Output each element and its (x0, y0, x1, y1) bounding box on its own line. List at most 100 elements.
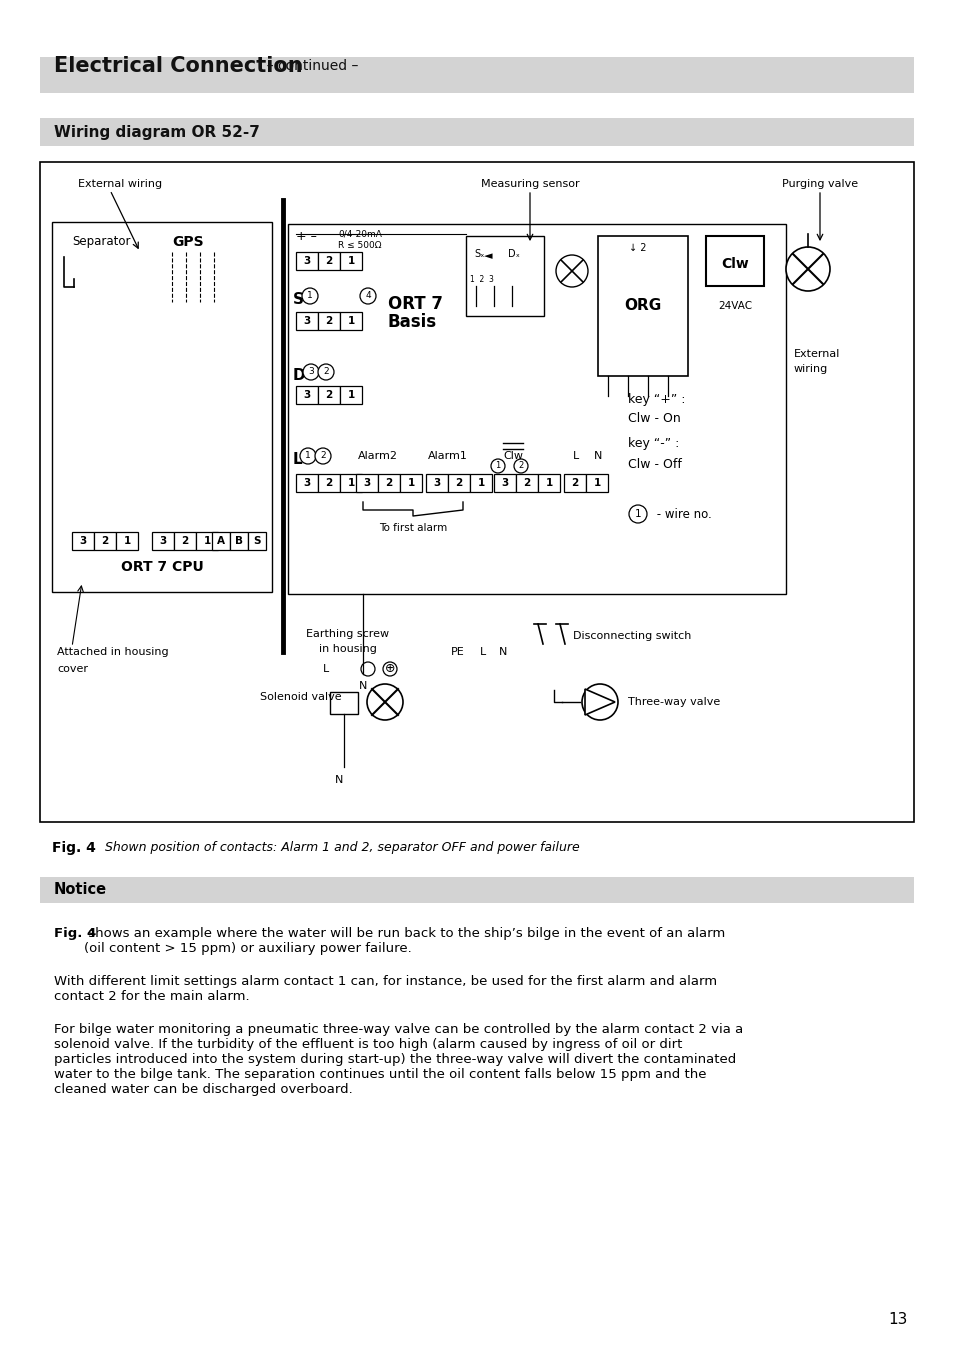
Text: Clw: Clw (720, 257, 748, 271)
Text: - wire no.: - wire no. (652, 508, 711, 520)
Bar (94, 532, 116, 550)
Text: Sₓ: Sₓ (474, 249, 484, 259)
Text: ↓ 2: ↓ 2 (629, 242, 646, 253)
Text: L: L (322, 663, 329, 674)
Text: 1: 1 (347, 478, 355, 487)
Text: key “+” :: key “+” : (627, 393, 685, 405)
Bar (705, 236, 763, 286)
Bar (40, 877, 913, 903)
Text: Attached in housing: Attached in housing (57, 647, 169, 657)
Text: Three-way valve: Three-way valve (627, 697, 720, 707)
Bar (470, 474, 492, 492)
Text: N: N (498, 647, 507, 657)
Text: 2: 2 (455, 478, 462, 487)
Text: ORT 7 CPU: ORT 7 CPU (120, 561, 203, 574)
Text: GPS: GPS (172, 236, 203, 249)
Bar (317, 311, 339, 330)
Text: 1: 1 (495, 462, 500, 470)
Text: Earthing screw: Earthing screw (306, 630, 389, 639)
Text: in housing: in housing (318, 645, 376, 654)
Text: 1: 1 (203, 536, 211, 546)
Text: 1: 1 (545, 478, 552, 487)
Circle shape (556, 255, 587, 287)
Bar (537, 474, 559, 492)
Text: Clw - Off: Clw - Off (627, 458, 681, 470)
Text: 2: 2 (325, 315, 333, 326)
Text: 2: 2 (571, 478, 578, 487)
Text: 3: 3 (303, 256, 311, 265)
Bar (339, 252, 361, 269)
Bar (585, 474, 607, 492)
Bar (212, 532, 230, 550)
Bar (230, 532, 248, 550)
Bar (288, 223, 785, 594)
Circle shape (317, 364, 334, 380)
Text: S: S (293, 291, 304, 306)
Circle shape (514, 459, 527, 473)
Circle shape (360, 662, 375, 676)
Text: N: N (335, 774, 343, 785)
Text: L: L (479, 647, 486, 657)
Text: 3: 3 (303, 315, 311, 326)
Bar (355, 474, 377, 492)
Text: wiring: wiring (793, 364, 827, 374)
Text: 3: 3 (303, 478, 311, 487)
Text: ⊕: ⊕ (384, 662, 395, 676)
Text: N: N (358, 681, 367, 691)
Text: 1: 1 (634, 509, 640, 519)
Text: 2: 2 (323, 367, 329, 376)
Text: 0/4-20mA: 0/4-20mA (337, 229, 381, 238)
Bar (494, 474, 516, 492)
Text: L: L (572, 451, 578, 460)
Text: 1  2  3: 1 2 3 (470, 275, 494, 284)
Text: – continued –: – continued – (257, 60, 358, 73)
Text: With different limit settings alarm contact 1 can, for instance, be used for the: With different limit settings alarm cont… (54, 975, 717, 1003)
Text: key “-” :: key “-” : (627, 437, 679, 451)
Text: Separator: Separator (71, 236, 131, 249)
Text: Purging valve: Purging valve (781, 179, 857, 190)
Text: For bilge water monitoring a pneumatic three-way valve can be controlled by the : For bilge water monitoring a pneumatic t… (54, 1024, 742, 1095)
Text: Wiring diagram OR 52-7: Wiring diagram OR 52-7 (54, 125, 259, 139)
Text: Fig. 4: Fig. 4 (54, 927, 96, 940)
Bar (295, 386, 317, 403)
Text: To first alarm: To first alarm (378, 523, 447, 533)
Bar (295, 252, 317, 269)
Bar (248, 532, 266, 550)
Text: R ≤ 500Ω: R ≤ 500Ω (337, 241, 381, 250)
Text: 1: 1 (347, 390, 355, 399)
Text: Alarm2: Alarm2 (357, 451, 397, 460)
Bar (339, 474, 361, 492)
Circle shape (382, 662, 396, 676)
Text: Solenoid valve: Solenoid valve (260, 692, 341, 701)
Bar (377, 474, 399, 492)
Bar (195, 532, 218, 550)
Bar (295, 311, 317, 330)
Text: ORG: ORG (623, 298, 661, 314)
Text: External wiring: External wiring (78, 179, 162, 190)
Bar (152, 532, 173, 550)
Bar (40, 57, 913, 93)
Circle shape (299, 448, 315, 464)
Text: PE: PE (451, 647, 464, 657)
Text: 1: 1 (476, 478, 484, 487)
Bar (317, 386, 339, 403)
Text: 1: 1 (593, 478, 600, 487)
Text: D: D (293, 368, 305, 383)
Text: 3: 3 (79, 536, 87, 546)
Text: + –: + – (295, 229, 316, 242)
Bar (173, 532, 195, 550)
Text: 1: 1 (123, 536, 131, 546)
Bar (40, 118, 913, 146)
Bar (598, 236, 687, 376)
Text: N: N (593, 451, 601, 460)
Text: Fig. 4: Fig. 4 (52, 841, 95, 854)
Text: Clw - On: Clw - On (627, 413, 680, 425)
Circle shape (359, 288, 375, 305)
Circle shape (303, 364, 318, 380)
Bar (71, 532, 94, 550)
Text: Basis: Basis (388, 313, 436, 330)
Text: 2: 2 (523, 478, 530, 487)
Bar (330, 692, 357, 714)
Text: B: B (234, 536, 243, 546)
Text: Notice: Notice (54, 883, 107, 898)
